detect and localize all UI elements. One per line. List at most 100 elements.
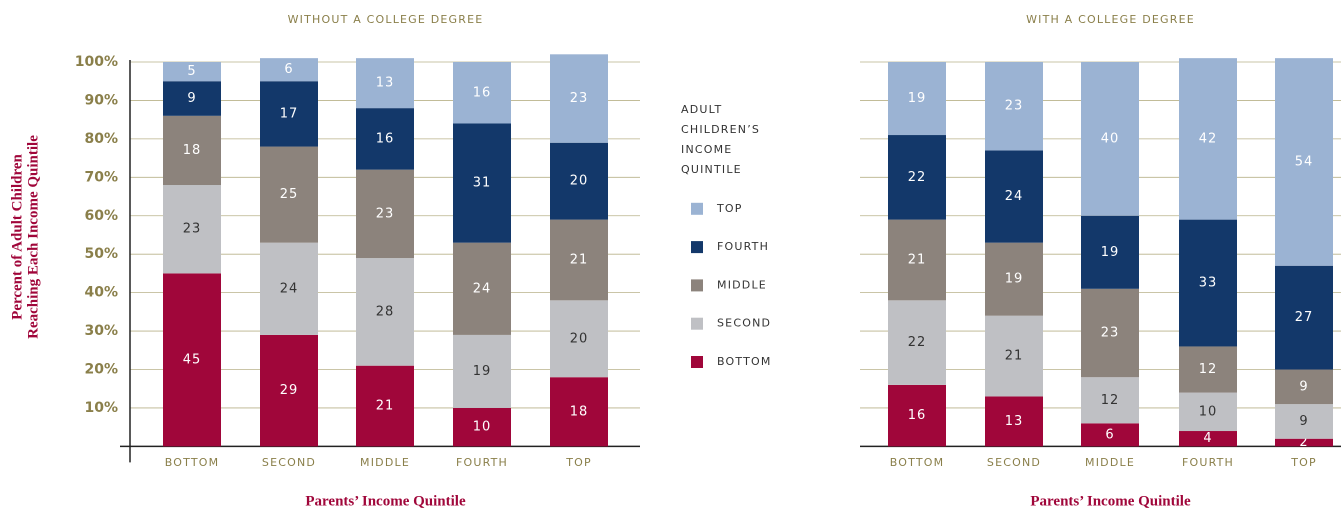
panel-title: With a College Degree xyxy=(1026,13,1195,26)
data-label: 22 xyxy=(908,170,927,185)
data-label: 5 xyxy=(187,64,196,79)
bar-segment xyxy=(550,300,608,378)
legend-label: second xyxy=(717,317,771,330)
y-tick-label: 30% xyxy=(84,323,118,339)
data-label: 10 xyxy=(1199,404,1218,419)
data-label: 23 xyxy=(183,222,202,237)
data-label: 4 xyxy=(1203,431,1212,446)
y-tick-label: 100% xyxy=(75,54,118,70)
data-label: 2 xyxy=(1299,435,1308,450)
legend-title: Adult xyxy=(681,103,722,116)
bar-segment xyxy=(1275,438,1333,447)
bar-segment xyxy=(260,81,318,147)
data-label: 10 xyxy=(473,420,492,435)
bar-segment xyxy=(163,62,221,82)
data-label: 12 xyxy=(1199,362,1218,377)
y-tick-label: 70% xyxy=(84,169,118,185)
data-label: 45 xyxy=(183,352,202,367)
data-label: 19 xyxy=(1101,245,1120,260)
legend-label: bottom xyxy=(717,355,772,368)
data-label: 9 xyxy=(1299,379,1308,394)
data-label: 29 xyxy=(280,383,299,398)
bar-segment xyxy=(985,315,1043,397)
data-label: 54 xyxy=(1295,154,1314,169)
bar-segment xyxy=(888,135,946,220)
legend-title: Quintile xyxy=(681,163,742,176)
bar-segment xyxy=(985,62,1043,151)
data-label: 9 xyxy=(187,91,196,106)
bar-segment xyxy=(453,242,511,335)
data-label: 9 xyxy=(1299,414,1308,429)
y-tick-label: 80% xyxy=(84,131,118,147)
x-tick-label: bottom xyxy=(890,456,945,469)
bar-segment xyxy=(260,58,318,82)
panel-title: Without a College Degree xyxy=(288,13,484,26)
bar-segment xyxy=(1179,431,1237,447)
bar-segment xyxy=(1179,346,1237,393)
bar-segment xyxy=(1179,219,1237,347)
bar-segment xyxy=(1179,58,1237,220)
bar-segment xyxy=(985,150,1043,243)
data-label: 31 xyxy=(473,176,492,191)
data-label: 6 xyxy=(1105,427,1114,442)
data-label: 12 xyxy=(1101,393,1120,408)
bar-segment xyxy=(163,115,221,186)
data-label: 27 xyxy=(1295,310,1314,325)
x-tick-label: top xyxy=(1290,456,1317,469)
bar-segment xyxy=(550,54,608,143)
bar-segment xyxy=(888,300,946,385)
data-label: 18 xyxy=(183,143,202,158)
bar-segment xyxy=(260,334,318,447)
y-tick-label: 50% xyxy=(84,246,118,262)
legend-title: Children’s xyxy=(681,123,760,136)
data-label: 23 xyxy=(376,206,395,221)
legend-swatch xyxy=(691,356,703,368)
bar-segment xyxy=(1081,288,1139,378)
legend-swatch xyxy=(691,202,703,215)
bar-segment xyxy=(888,384,946,447)
bar-segment xyxy=(985,242,1043,316)
bar-segment xyxy=(1081,62,1139,216)
x-tick-label: fourth xyxy=(1182,456,1234,469)
data-label: 33 xyxy=(1199,276,1218,291)
bar-segment xyxy=(453,334,511,408)
data-label: 16 xyxy=(908,408,927,423)
data-label: 20 xyxy=(570,331,589,346)
data-label: 16 xyxy=(376,131,395,146)
data-label: 13 xyxy=(1005,414,1024,429)
data-label: 22 xyxy=(908,335,927,350)
bar-segment xyxy=(260,242,318,335)
data-label: 24 xyxy=(280,281,299,296)
data-label: 23 xyxy=(1101,326,1120,341)
legend-swatch xyxy=(691,241,703,254)
data-label: 24 xyxy=(473,281,492,296)
legend-swatch xyxy=(691,317,703,330)
bar-segment xyxy=(356,169,414,259)
legend-swatch xyxy=(691,279,703,292)
y-tick-label: 60% xyxy=(84,208,118,224)
x-tick-label: top xyxy=(565,456,592,469)
legend-title: Income xyxy=(681,143,732,156)
bar-segment xyxy=(453,407,511,447)
x-tick-label: bottom xyxy=(165,456,220,469)
bar-segment xyxy=(1275,265,1333,370)
x-tick-label: fourth xyxy=(456,456,508,469)
bar-segment xyxy=(888,62,946,136)
legend-label: fourth xyxy=(717,240,769,253)
x-axis-label: Parents’ Income Quintile xyxy=(1030,493,1191,509)
bar-segment xyxy=(550,219,608,301)
x-tick-label: second xyxy=(987,456,1041,469)
data-label: 42 xyxy=(1199,131,1218,146)
data-label: 21 xyxy=(1005,349,1024,364)
y-tick-label: 90% xyxy=(84,92,118,108)
bar-segment xyxy=(453,123,511,243)
data-label: 21 xyxy=(570,252,589,267)
data-label: 17 xyxy=(280,106,299,121)
bar-segment xyxy=(1081,215,1139,289)
data-label: 28 xyxy=(376,304,395,319)
bar-segment xyxy=(985,396,1043,447)
data-label: 23 xyxy=(570,91,589,106)
bar-segment xyxy=(1179,392,1237,432)
data-label: 23 xyxy=(1005,99,1024,114)
